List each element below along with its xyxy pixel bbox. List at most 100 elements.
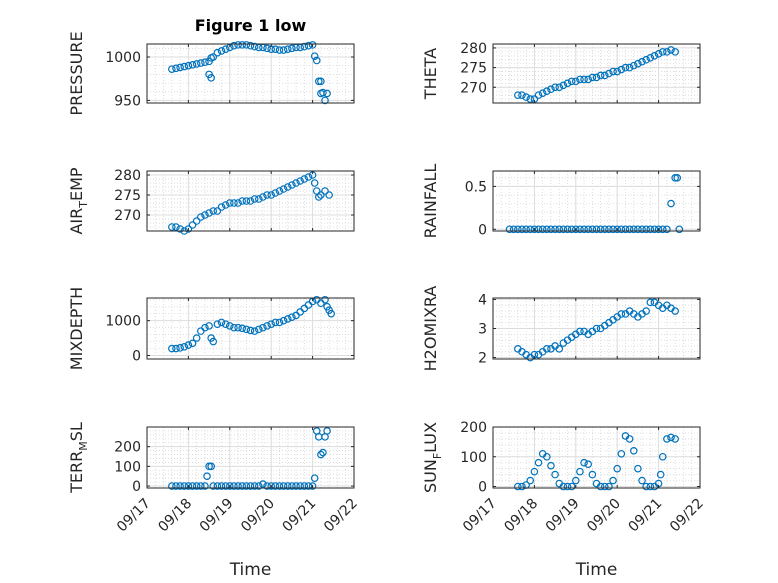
data-point xyxy=(629,225,638,234)
data-point xyxy=(592,73,601,82)
data-point xyxy=(197,59,205,67)
data-point xyxy=(192,482,201,490)
data-point xyxy=(671,307,679,315)
data-point xyxy=(205,462,213,471)
data-point xyxy=(559,225,568,234)
data-point xyxy=(217,47,226,55)
data-point xyxy=(518,482,526,491)
data-point xyxy=(646,225,655,234)
data-point xyxy=(671,435,679,443)
y-tick-label: 0 xyxy=(132,349,141,365)
data-point xyxy=(300,482,309,490)
data-point xyxy=(205,209,213,217)
data-point xyxy=(310,474,319,482)
data-point xyxy=(617,65,626,74)
data-point xyxy=(283,482,292,490)
data-point xyxy=(650,51,659,60)
axes-box xyxy=(492,43,701,104)
data-point xyxy=(634,225,642,234)
data-point xyxy=(605,225,613,234)
data-point xyxy=(184,482,193,490)
data-point xyxy=(638,57,646,66)
data-point xyxy=(180,342,189,351)
data-point xyxy=(547,225,555,234)
data-point xyxy=(213,482,222,490)
data-point xyxy=(663,435,671,443)
data-point xyxy=(209,482,218,490)
data-point xyxy=(551,83,559,92)
data-point xyxy=(514,482,522,491)
data-point xyxy=(321,187,329,195)
data-point xyxy=(567,482,576,491)
data-point xyxy=(192,60,201,68)
x-tick-label: 09/20 xyxy=(238,496,278,536)
data-point xyxy=(673,174,682,182)
data-point xyxy=(234,323,242,332)
data-point xyxy=(663,48,671,56)
data-point xyxy=(543,452,551,461)
data-point xyxy=(600,71,609,80)
subplot-pressure: 950 1000 PRESSURE xyxy=(67,31,355,116)
data-point xyxy=(168,65,176,73)
data-point xyxy=(534,91,543,99)
y-axis-label: AIRTEMP xyxy=(67,167,90,234)
data-point xyxy=(654,225,663,234)
data-point xyxy=(526,95,535,103)
data-point xyxy=(259,323,267,332)
data-point xyxy=(629,447,638,455)
data-point xyxy=(207,74,215,82)
data-point xyxy=(188,339,197,348)
axes-box xyxy=(146,426,355,489)
data-point xyxy=(638,476,646,485)
data-point xyxy=(242,325,251,334)
data-point xyxy=(534,225,543,234)
data-point xyxy=(288,313,296,321)
data-point xyxy=(658,452,667,461)
data-point xyxy=(315,77,323,86)
data-point xyxy=(538,89,547,97)
data-point xyxy=(203,472,211,480)
y-tick-label: 100 xyxy=(114,459,141,475)
data-point xyxy=(226,482,234,490)
data-point xyxy=(246,326,255,335)
data-point xyxy=(588,73,597,82)
data-point xyxy=(288,181,296,189)
data-point xyxy=(317,77,325,86)
data-point xyxy=(246,482,255,490)
data-point xyxy=(650,225,659,234)
y-label-main: THETA xyxy=(421,48,440,100)
data-point xyxy=(617,310,626,318)
x-tick-label: 09/19 xyxy=(197,496,237,536)
data-point xyxy=(188,61,197,69)
data-point xyxy=(555,83,564,92)
subplot-h2omixra: 2 3 4 H2OMIXRA xyxy=(421,286,701,371)
y-tick-label: 0 xyxy=(478,480,487,496)
data-point xyxy=(671,48,679,56)
plot-area xyxy=(147,44,354,103)
subplot-rainfall: 0 0.5 RAINFALL xyxy=(421,164,701,238)
data-point xyxy=(221,201,230,209)
data-point xyxy=(551,470,559,479)
axes-box xyxy=(492,426,701,489)
data-point xyxy=(217,203,226,211)
data-point xyxy=(514,91,522,99)
data-point xyxy=(283,45,292,54)
data-point xyxy=(613,464,622,473)
data-point xyxy=(207,462,215,471)
data-point xyxy=(625,63,634,72)
subplot-terr-msl: 0 100 200 TERRMSL 09/17 09/18 09/19 09/20 09/21 0… xyxy=(67,422,361,580)
data-point xyxy=(642,307,650,315)
data-point xyxy=(279,185,288,193)
x-tick-label: 09/20 xyxy=(584,496,624,536)
data-point xyxy=(184,341,193,349)
y-axis-label: THETA xyxy=(421,48,440,100)
data-point xyxy=(526,476,535,485)
y-tick-label: 2 xyxy=(478,351,487,367)
data-point xyxy=(559,81,568,90)
data-point xyxy=(242,197,251,205)
data-point xyxy=(543,345,551,353)
data-point xyxy=(230,323,238,332)
data-point xyxy=(600,482,609,491)
data-point xyxy=(605,69,613,78)
data-point xyxy=(671,174,679,182)
